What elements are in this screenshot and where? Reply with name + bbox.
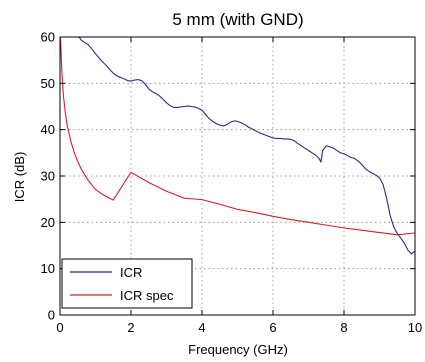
tick-labels: 0 2 4 6 8 10 0 10 20 30 40 50 60 [41,30,423,336]
y-tick-label: 0 [48,308,55,323]
x-tick-label: 10 [408,320,422,335]
x-tick-label: 0 [56,320,63,335]
series-layer [60,37,415,255]
y-tick-label: 20 [41,215,55,230]
x-tick-label: 4 [198,320,205,335]
legend-label: ICR spec [120,288,174,303]
legend: ICR ICR spec [61,258,193,309]
x-tick-label: 6 [269,320,276,335]
x-tick-label: 8 [340,320,347,335]
y-tick-label: 10 [41,261,55,276]
legend-box [61,258,193,309]
x-axis-label: Frequency (GHz) [188,342,288,357]
chart-title: 5 mm (with GND) [172,10,303,29]
series-line-icr [60,37,415,255]
y-tick-label: 30 [41,169,55,184]
y-tick-label: 50 [41,76,55,91]
legend-label: ICR [120,265,142,280]
axis-ticks [59,36,416,316]
series-line-icr-spec [60,37,415,236]
x-tick-label: 2 [127,320,134,335]
y-axis-label: ICR (dB) [12,152,27,203]
y-tick-label: 60 [41,30,55,45]
y-tick-label: 40 [41,122,55,137]
